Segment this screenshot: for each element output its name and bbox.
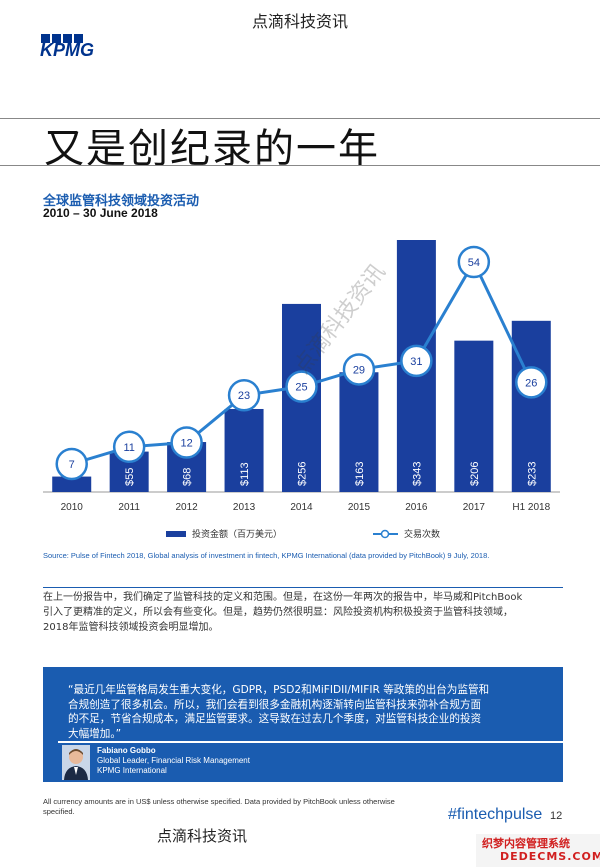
deal-count-point <box>170 426 203 459</box>
deal-count-label: 11 <box>123 442 134 454</box>
bar-2017 <box>454 340 494 492</box>
x-tick-label: 2015 <box>348 502 371 513</box>
deal-count-label: 12 <box>180 438 192 450</box>
deal-count-label: 54 <box>468 257 480 269</box>
bar-2010 <box>52 476 92 492</box>
x-tick-label: 2017 <box>463 502 486 513</box>
x-tick-label: H1 2018 <box>512 502 550 513</box>
x-tick-label: 2010 <box>61 502 84 513</box>
deal-count-point <box>515 366 548 399</box>
legend-line-marker <box>380 529 390 539</box>
avatar <box>62 745 90 780</box>
watermark-logo <box>476 834 600 867</box>
quote-line: “最近几年监管格局发生重大变化，GDPR，PSD2和MiFIDII/MIFIR … <box>68 684 490 696</box>
quote-line: 合规创造了很多机会。所以，我们会看到很多金融机构逐渐转向监管科技来弥补合规方面 <box>68 698 482 711</box>
title-rule-bottom <box>0 165 600 166</box>
deal-count-label: 25 <box>295 382 307 394</box>
bar-value-label: $343 <box>411 462 423 486</box>
x-tick-label: 2014 <box>290 502 313 513</box>
bar-H1 2018 <box>511 320 551 492</box>
title-rule-top <box>0 118 600 119</box>
chart-subtitle: 2010 – 30 June 2018 <box>43 206 158 220</box>
deal-count-label: 26 <box>525 377 537 389</box>
body-line: 引入了更精准的定义，所以会有些变化。但是，趋势仍然很明显：风险投资机构积极投资于… <box>43 607 513 618</box>
deal-count-point <box>112 430 146 464</box>
watermark-bottom: DEDECMS.COM <box>500 850 600 863</box>
deal-count-point <box>342 353 376 386</box>
deal-count-label: 29 <box>353 364 365 376</box>
legend-line-label: 交易次数 <box>404 528 440 539</box>
investment-chart: $21$55$68$113$256$163$343$206$233 711122… <box>43 240 560 539</box>
bar-value-label: $163 <box>354 462 366 486</box>
page-number: 12 <box>550 810 563 822</box>
deal-count-point <box>227 378 261 412</box>
bar-value-label: $206 <box>469 462 481 486</box>
legend-bar-swatch <box>166 531 186 537</box>
bar-value-label: $256 <box>297 462 309 486</box>
quote-divider <box>58 741 563 743</box>
section-divider <box>43 587 563 588</box>
bar-2013 <box>224 408 264 492</box>
quote-text: “最近几年监管格局发生重大变化，GDPR，PSD2和MiFIDII/MIFIR … <box>68 683 546 741</box>
bar-value-label: $113 <box>239 462 251 486</box>
legend-bar-label: 投资金额（百万美元） <box>192 528 282 539</box>
footnote: All currency amounts are in US$ unless o… <box>43 797 395 816</box>
bar-value-label: $68 <box>182 468 194 486</box>
hashtag: #fintechpulse <box>448 806 543 823</box>
page-title: 又是创纪录的一年 <box>44 126 380 172</box>
deal-count-point <box>400 344 433 378</box>
kpmg-logo: KPMG <box>40 40 94 60</box>
deal-count-point <box>55 447 88 481</box>
person-name: Fabiano Gobbo <box>97 746 156 755</box>
body-paragraph: 在上一份报告中，我们确定了监管科技的定义和范围。但是，在这份一年两次的报告中，毕… <box>43 590 563 635</box>
bar-2015 <box>339 372 379 492</box>
deal-count-label: 23 <box>238 390 250 402</box>
chart-source: Source: Pulse of Fintech 2018, Global an… <box>43 551 490 560</box>
chart-title: 全球监管科技领域投资活动 <box>43 193 200 208</box>
quote-line: 大幅增加。” <box>68 727 122 740</box>
deal-count-point <box>285 370 318 403</box>
x-tick-label: 2013 <box>233 502 256 513</box>
deal-count-label: 7 <box>69 459 75 471</box>
quote-line: 的不足，节省合规成本，满足监管要求。这导致在过去几个季度，对监管科技企业的投资 <box>68 713 482 725</box>
logo-squares <box>41 30 85 48</box>
person-org: KPMG International <box>97 766 167 775</box>
deal-count-point <box>457 245 491 279</box>
body-line: 2018年监管科技领域投资会明显增加。 <box>43 622 219 633</box>
x-tick-label: 2016 <box>405 502 428 513</box>
x-tick-label: 2011 <box>118 502 140 513</box>
bar-value-label: $55 <box>124 468 136 486</box>
bar-value-label: $233 <box>526 462 538 486</box>
watermark-top: 织梦内容管理系统 <box>482 837 570 850</box>
x-tick-label: 2012 <box>175 502 198 513</box>
body-line: 在上一份报告中，我们确定了监管科技的定义和范围。但是，在这份一年两次的报告中，毕… <box>43 592 523 603</box>
quote-box <box>43 667 563 782</box>
header-brand: 点滴科技资讯 <box>251 12 348 31</box>
footer-brand: 点滴科技资讯 <box>157 827 248 845</box>
deal-count-label: 31 <box>410 356 422 368</box>
person-role: Global Leader, Financial Risk Management <box>97 756 250 765</box>
